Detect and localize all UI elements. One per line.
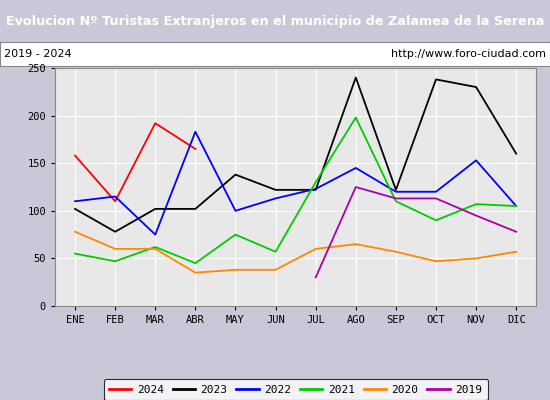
Legend: 2024, 2023, 2022, 2021, 2020, 2019: 2024, 2023, 2022, 2021, 2020, 2019 xyxy=(103,379,488,400)
Text: http://www.foro-ciudad.com: http://www.foro-ciudad.com xyxy=(390,49,546,59)
Text: Evolucion Nº Turistas Extranjeros en el municipio de Zalamea de la Serena: Evolucion Nº Turistas Extranjeros en el … xyxy=(6,14,544,28)
Text: 2019 - 2024: 2019 - 2024 xyxy=(4,49,72,59)
